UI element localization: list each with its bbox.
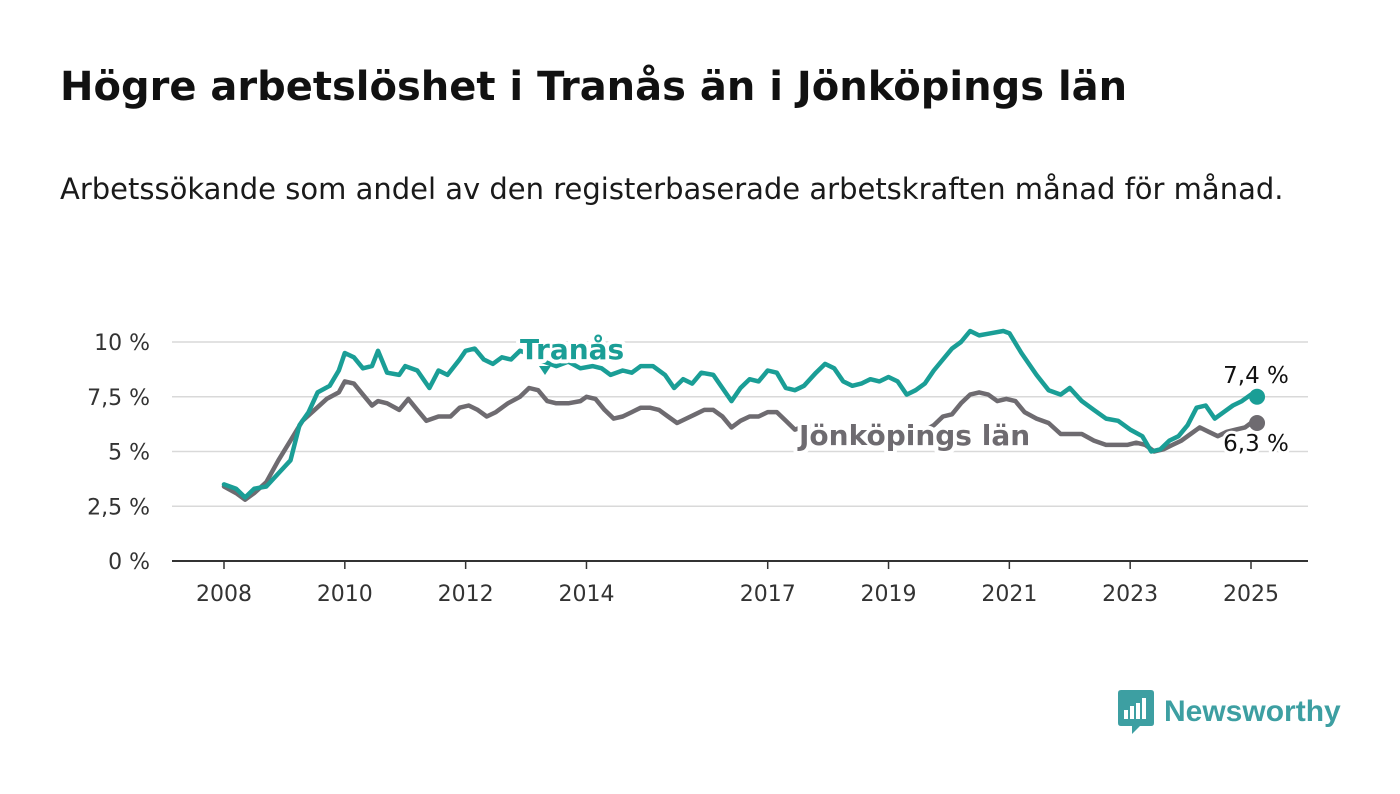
svg-text:Tranås: Tranås <box>520 333 624 366</box>
x-tick-label: 2021 <box>981 582 1037 607</box>
y-axis-ticks: 0 % 2,5 % 5 % 7,5 % 10 % <box>87 331 150 575</box>
svg-text:6,3 %: 6,3 % <box>1223 431 1289 457</box>
x-tick-label: 2023 <box>1102 582 1158 607</box>
svg-text:Jönköpings län: Jönköpings län <box>797 419 1030 452</box>
series-end-point <box>1249 415 1266 432</box>
series-line-jonkopings-lan <box>221 379 1260 502</box>
svg-text:Tranås: Tranås <box>520 333 624 366</box>
y-tick-label: 0 % <box>108 550 150 575</box>
y-tick-label: 10 % <box>94 331 150 356</box>
end-value-jonkopings-lan: 6,3 %6,3 % <box>1220 428 1292 460</box>
chart-series-lines <box>221 328 1266 502</box>
label-pointer <box>539 366 551 375</box>
x-tick-label: 2008 <box>196 582 252 607</box>
series-end-point <box>1249 388 1266 405</box>
svg-text:7,4 %: 7,4 % <box>1223 363 1289 389</box>
x-axis-ticks: 2008 2010 2012 2014 2017 2019 2021 2023 2025 <box>196 561 1279 607</box>
x-tick-label: 2014 <box>558 582 614 607</box>
svg-text:7,4 %: 7,4 % <box>1223 363 1289 389</box>
y-tick-label: 7,5 % <box>87 386 150 411</box>
x-tick-label: 2017 <box>740 582 796 607</box>
x-tick-label: 2012 <box>438 582 494 607</box>
page-title: Högre arbetslöshet i Tranås än i Jönköpi… <box>60 64 1128 110</box>
y-tick-label: 2,5 % <box>87 495 150 520</box>
newsworthy-logo: Newsworthy <box>1118 690 1341 734</box>
svg-text:Jönköpings län: Jönköpings län <box>797 419 1030 452</box>
end-value-tranas: 7,4 %7,4 % <box>1220 360 1292 392</box>
series-line-tranas <box>221 328 1260 500</box>
y-tick-label: 5 % <box>108 441 150 466</box>
page-subtitle: Arbetssökande som andel av den registerb… <box>60 172 1284 206</box>
logo-text: Newsworthy <box>1164 695 1341 728</box>
x-tick-label: 2025 <box>1223 582 1279 607</box>
bar-chart-speech-bubble-icon <box>1118 690 1154 734</box>
chart-gridlines <box>172 341 1308 562</box>
x-tick-label: 2010 <box>317 582 373 607</box>
x-tick-label: 2019 <box>861 582 917 607</box>
svg-text:6,3 %: 6,3 % <box>1223 431 1289 457</box>
